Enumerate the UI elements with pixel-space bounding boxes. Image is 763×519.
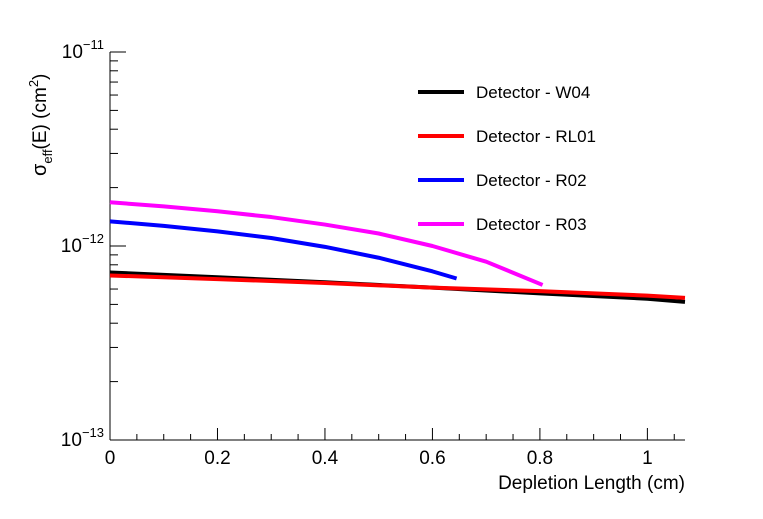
- legend-label: Detector - RL01: [476, 127, 596, 146]
- x-tick-label: 0.4: [312, 448, 339, 469]
- x-axis-title: Depletion Length (cm): [498, 473, 685, 494]
- y-axis-title: σeff(E) (cm2): [26, 74, 55, 176]
- series-line-detector-r02: [109, 219, 458, 281]
- y-tick-base: 10: [61, 236, 82, 257]
- y-tick-label: 10−13: [61, 425, 104, 451]
- y-tick-exponent: −13: [82, 425, 104, 440]
- x-tick-label: 0.8: [527, 448, 553, 469]
- y-tick-label: 10−12: [61, 231, 104, 257]
- y-title-close: ): [30, 74, 51, 80]
- y-tick-label: 10−11: [62, 37, 104, 63]
- y-tick-base: 10: [62, 42, 83, 63]
- x-tick-label: 0.6: [419, 448, 445, 469]
- legend-label: Detector - W04: [476, 83, 590, 102]
- x-tick-label: 1: [642, 448, 653, 469]
- y-tick-exponent: −12: [82, 231, 104, 246]
- series-line-detector-r03: [109, 200, 544, 287]
- y-title-sigma: σ: [29, 163, 51, 176]
- legend-label: Detector - R02: [476, 171, 587, 190]
- y-title-superscript: 2: [26, 80, 41, 87]
- series-lines: [109, 200, 686, 304]
- y-title-main: (E) (cm: [30, 87, 51, 149]
- x-tick-label: 0.2: [204, 448, 230, 469]
- x-tick-label: 0: [105, 448, 116, 469]
- legend: Detector - W04 Detector - RL01 Detector - …: [418, 83, 596, 234]
- y-title-subscript: eff: [40, 149, 55, 164]
- legend-label: Detector - R03: [476, 215, 587, 234]
- y-tick-exponent: −11: [83, 37, 104, 52]
- y-tick-base: 10: [61, 430, 82, 451]
- series-line-detector-rl01: [109, 273, 686, 300]
